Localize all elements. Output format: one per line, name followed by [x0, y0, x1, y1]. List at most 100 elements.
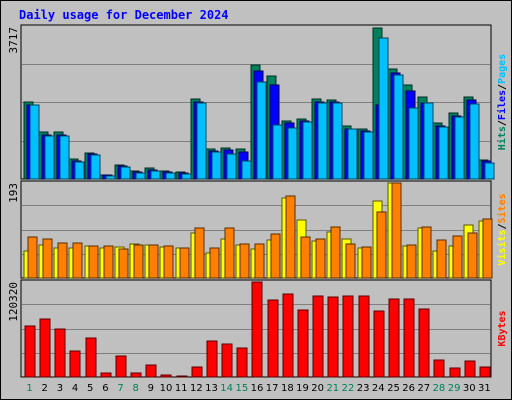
kbytes-kbytes-bar: [100, 372, 112, 378]
kbytes-kbytes-bar: [433, 359, 445, 378]
sites-sites-bar: [436, 239, 447, 279]
kbytes-kbytes-bar: [176, 375, 188, 378]
x-tick-label: 21: [326, 383, 339, 394]
sites-sites-bar: [72, 242, 83, 279]
hits-pages-bar: [226, 153, 237, 180]
kbytes-kbytes-bar: [24, 325, 36, 378]
x-tick-label: 27: [417, 383, 430, 394]
sites-sites-bar: [376, 211, 387, 279]
sites-sites-bar: [452, 235, 463, 279]
hits-pages-bar: [287, 127, 298, 180]
kbytes-axis-label-part: KBytes: [497, 310, 508, 346]
hits-pages-bar: [120, 166, 131, 180]
hits-axis-label-part: /: [497, 120, 508, 126]
hits-pages-bar: [454, 116, 465, 180]
hits-pages-bar: [347, 128, 358, 180]
kbytes-kbytes-bar: [342, 295, 354, 378]
sites-sites-bar: [421, 226, 432, 279]
hits-ymax-label: 3717: [7, 27, 20, 54]
sites-sites-bar: [27, 236, 38, 279]
x-tick-label: 13: [205, 383, 218, 394]
x-tick-label: 15: [235, 383, 248, 394]
kbytes-kbytes-bar: [464, 360, 476, 378]
x-tick-label: 24: [372, 383, 385, 394]
kbytes-kbytes-bar: [54, 328, 66, 378]
sites-sites-bar: [361, 246, 372, 279]
sites-sites-bar: [57, 242, 68, 279]
kbytes-kbytes-bar: [297, 309, 309, 378]
sites-ymax-label: 193: [7, 183, 20, 203]
hits-pages-bar: [74, 161, 85, 180]
sites-sites-bar: [209, 247, 220, 279]
kbytes-kbytes-bar: [251, 281, 263, 378]
kbytes-kbytes-bar: [479, 366, 491, 378]
x-tick-label: 2: [42, 383, 48, 394]
sites-sites-bar: [239, 243, 250, 279]
x-tick-label: 26: [402, 383, 415, 394]
sites-sites-bar: [300, 236, 311, 279]
kbytes-kbytes-bar: [267, 299, 279, 378]
x-tick-label: 20: [311, 383, 324, 394]
x-tick-label: 5: [87, 383, 93, 394]
x-tick-label: 28: [433, 383, 446, 394]
kbytes-kbytes-bar: [418, 308, 430, 378]
hits-axis-label-part: Files: [496, 90, 508, 120]
kbytes-axis-label: KBytes: [497, 310, 508, 346]
chart-title: Daily usage for December 2024: [19, 8, 229, 22]
x-tick-label: 29: [448, 383, 461, 394]
hits-pages-bar: [165, 172, 176, 180]
x-tick-label: 11: [175, 383, 188, 394]
kbytes-kbytes-bar: [69, 350, 81, 378]
kbytes-kbytes-bar: [327, 296, 339, 378]
hits-pages-bar: [181, 173, 192, 180]
hits-axis-label-part: /: [497, 84, 508, 90]
sites-sites-bar: [118, 248, 129, 279]
hits-pages-bar: [272, 124, 283, 180]
kbytes-kbytes-bar: [373, 310, 385, 378]
kbytes-kbytes-bar: [403, 298, 415, 378]
hits-pages-bar: [302, 121, 313, 180]
hits-pages-bar: [59, 135, 70, 180]
x-tick-label: 1: [26, 383, 32, 394]
x-tick-label: 22: [342, 383, 355, 394]
kbytes-kbytes-bar: [160, 374, 172, 378]
hits-pages-bar: [332, 102, 343, 180]
x-tick-label: 18: [281, 383, 294, 394]
hits-pages-bar: [469, 103, 480, 180]
hits-pages-bar: [44, 135, 55, 180]
hits-pages-bar: [29, 104, 40, 180]
sites-sites-bar: [103, 245, 114, 279]
sites-sites-bar: [330, 226, 341, 279]
kbytes-kbytes-bar: [191, 366, 203, 378]
kbytes-kbytes-bar: [236, 347, 248, 378]
kbytes-ymax-label: 120320: [7, 282, 20, 322]
sites-sites-bar: [88, 245, 99, 279]
hits-axis-label: Hits/Files/Pages: [496, 54, 508, 150]
x-tick-label: 12: [190, 383, 203, 394]
sites-sites-bar: [163, 245, 174, 279]
sites-sites-bar: [406, 244, 417, 279]
kbytes-kbytes-bar: [145, 364, 157, 378]
x-tick-label: 30: [463, 383, 476, 394]
kbytes-kbytes-bar: [85, 337, 97, 378]
sites-sites-bar: [467, 232, 478, 279]
kbytes-kbytes-bar: [221, 343, 233, 378]
kbytes-kbytes-bar: [282, 293, 294, 378]
x-tick-label: 4: [72, 383, 78, 394]
kbytes-kbytes-bar: [449, 367, 461, 378]
x-tick-label: 25: [387, 383, 400, 394]
hits-pages-bar: [393, 74, 404, 180]
x-tick-label: 17: [266, 383, 279, 394]
sites-sites-bar: [133, 244, 144, 279]
x-tick-label: 9: [148, 383, 154, 394]
kbytes-kbytes-bar: [312, 295, 324, 378]
kbytes-kbytes-bar: [130, 372, 142, 378]
hits-pages-bar: [378, 37, 389, 180]
x-tick-label: 14: [220, 383, 233, 394]
hits-axis-label-part: Pages: [497, 54, 508, 84]
hits-axis-label-part: Hits: [496, 126, 508, 150]
x-tick-label: 16: [251, 383, 264, 394]
sites-axis-label-part: Sites: [496, 193, 508, 223]
